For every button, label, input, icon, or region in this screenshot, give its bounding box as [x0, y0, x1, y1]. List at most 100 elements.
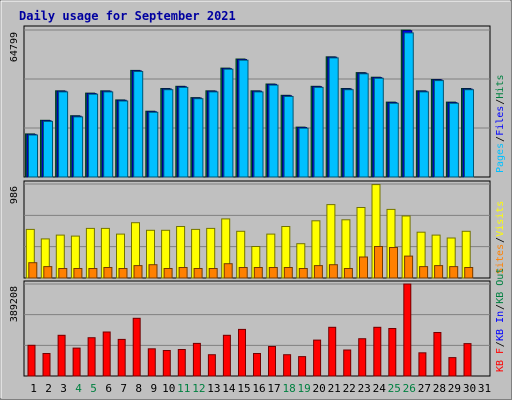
bar — [418, 352, 427, 377]
legend-entry: Hits — [495, 75, 506, 99]
chart-title: Daily usage for September 2021 — [19, 9, 236, 23]
legend-entry: KB F — [495, 348, 506, 372]
x-tick-label: 10 — [162, 382, 175, 395]
bar — [313, 86, 324, 178]
bar — [148, 111, 159, 178]
bar — [464, 267, 474, 279]
bar — [177, 349, 186, 377]
bar — [283, 354, 292, 377]
bar — [359, 256, 368, 279]
bar — [223, 68, 234, 178]
bar — [253, 267, 263, 279]
y-max-label: 64799 — [9, 32, 20, 62]
x-tick-label: 3 — [60, 382, 67, 395]
bar — [298, 127, 309, 178]
bar — [208, 268, 218, 279]
bar — [448, 357, 457, 377]
bar — [389, 247, 398, 279]
bar — [388, 328, 397, 377]
bar — [193, 268, 203, 279]
bar — [283, 96, 294, 178]
bar — [418, 91, 429, 178]
x-tick-label: 30 — [463, 382, 476, 395]
bar — [253, 91, 264, 178]
legend-entry: Sites — [495, 244, 506, 274]
bar — [163, 268, 173, 279]
bar — [358, 338, 367, 377]
bar — [328, 264, 338, 279]
bar — [373, 77, 384, 178]
x-tick-label: 6 — [105, 382, 112, 395]
bar — [358, 73, 369, 178]
bar — [343, 89, 354, 178]
bar — [162, 350, 171, 377]
bar — [403, 283, 412, 377]
bar — [117, 338, 126, 377]
bar — [73, 268, 83, 279]
bar — [103, 267, 113, 279]
bar — [222, 334, 231, 377]
bar — [298, 268, 308, 279]
bar — [253, 353, 261, 377]
x-tick-label: 19 — [297, 382, 310, 395]
y-max-label: 986 — [9, 186, 20, 204]
bar — [132, 317, 141, 377]
bar — [313, 265, 323, 279]
panel-visits-sites: 986 Sites/Visits — [9, 180, 506, 279]
bar — [103, 91, 114, 178]
bar — [178, 86, 189, 178]
x-tick-label: 14 — [222, 382, 236, 395]
bar — [238, 267, 248, 279]
x-tick-label: 9 — [150, 382, 157, 395]
bar — [343, 349, 352, 377]
x-tick-label: 17 — [267, 382, 280, 395]
bar — [419, 266, 429, 279]
x-tick-label: 22 — [343, 382, 356, 395]
bar — [133, 71, 144, 178]
bar — [193, 98, 204, 178]
y-max-label: 389208 — [9, 286, 20, 322]
x-tick-label: 15 — [237, 382, 250, 395]
bar — [72, 347, 81, 377]
bar — [118, 100, 129, 178]
x-tick-label: 11 — [177, 382, 190, 395]
bar — [192, 342, 201, 377]
bar — [27, 344, 36, 377]
bar — [328, 57, 339, 178]
bar — [433, 332, 442, 377]
x-tick-label: 16 — [252, 382, 265, 395]
bar — [28, 134, 38, 178]
bar — [268, 84, 279, 178]
bar — [163, 89, 174, 178]
series-sites — [28, 246, 474, 279]
bar — [88, 93, 99, 178]
panels: 64799Pages/Files/Hits986Sites/Visits3892… — [9, 25, 506, 377]
bar — [87, 337, 96, 377]
bar — [373, 326, 382, 377]
bar — [374, 246, 383, 279]
bar — [223, 263, 233, 279]
x-tick-label: 5 — [90, 382, 97, 395]
legend-entry: / — [495, 136, 506, 142]
series-kb-f — [27, 283, 472, 377]
bar — [238, 328, 246, 377]
legend-entry: Files — [495, 106, 506, 136]
side-legend: Sites/Visits — [495, 201, 506, 274]
bar — [313, 339, 322, 377]
bar — [58, 268, 68, 279]
x-tick-label: 23 — [358, 382, 371, 395]
bar — [58, 91, 69, 178]
bar — [178, 267, 188, 279]
bar — [268, 346, 276, 377]
x-tick-label: 27 — [418, 382, 431, 395]
bar — [57, 334, 66, 377]
x-tick-labels: 1 2 3 4 5 6 7 8 9 10 11 12 13 14 15 16 17 18 19 20 21 22 23 24 2… — [30, 382, 491, 395]
bar — [343, 268, 353, 279]
legend-entry: / — [495, 304, 506, 310]
legend-entry: Visits — [495, 201, 506, 237]
x-tick-label: 20 — [312, 382, 325, 395]
bar — [43, 266, 53, 279]
bar — [463, 343, 472, 377]
x-tick-label: 18 — [282, 382, 295, 395]
